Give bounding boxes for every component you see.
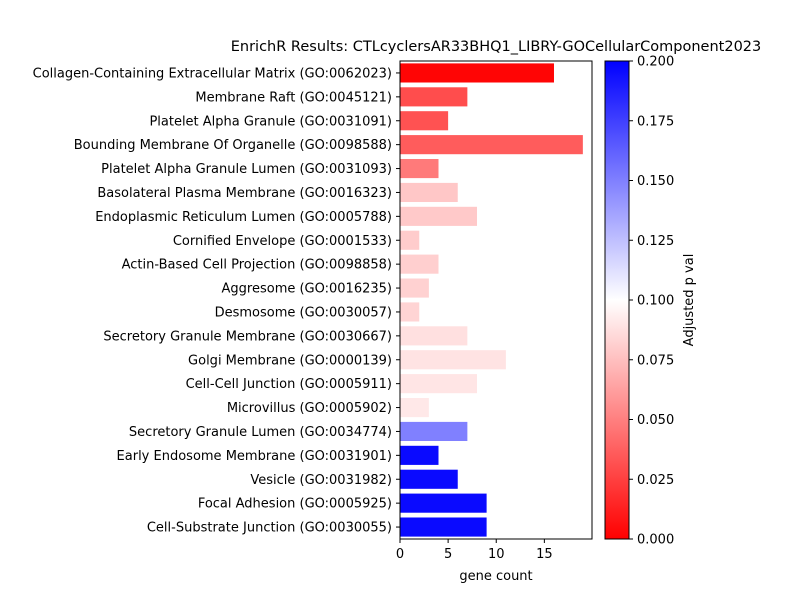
category-label: Secretory Granule Lumen (GO:0034774) [129,425,392,440]
bar [400,350,506,370]
bar [400,397,429,418]
bar [400,469,458,489]
bar [400,493,487,513]
category-label: Basolateral Plasma Membrane (GO:0016323) [97,186,392,201]
category-label: Aggresome (GO:0016235) [222,282,392,297]
bar [400,445,439,465]
category-labels: Collagen-Containing Extracellular Matrix… [33,66,400,536]
colorbar-tick-label: 0.000 [637,533,674,548]
bars-layer [400,63,583,537]
bar [400,517,487,537]
bar [400,302,420,322]
colorbar-tick-label: 0.200 [637,55,674,70]
category-label: Cell-Cell Junction (GO:0005911) [186,377,392,392]
bar [400,135,583,155]
x-axis-title: gene count [459,569,532,584]
category-label: Secretory Granule Membrane (GO:0030667) [103,329,392,344]
category-label: Cornified Envelope (GO:0001533) [173,234,392,249]
category-label: Desmosome (GO:0030057) [215,305,392,320]
category-label: Microvillus (GO:0005902) [227,401,392,416]
category-label: Bounding Membrane Of Organelle (GO:00985… [74,138,392,153]
bar [400,111,449,131]
colorbar-tick-label: 0.075 [637,353,674,368]
category-label: Focal Adhesion (GO:0005925) [198,497,392,512]
bar [400,63,554,83]
bar [400,374,477,394]
colorbar-tick-label: 0.150 [637,174,674,189]
category-label: Membrane Raft (GO:0045121) [195,90,392,105]
category-label: Endoplasmic Reticulum Lumen (GO:0005788) [95,210,392,225]
colorbar-tick-label: 0.100 [637,294,674,309]
bar [400,182,458,203]
colorbar-tick-label: 0.025 [637,473,674,488]
colorbar-tick-label: 0.175 [637,114,674,129]
colorbar-title: Adjusted p val [682,254,697,347]
category-label: Early Endosome Membrane (GO:0031901) [117,449,392,464]
x-tick-label: 10 [488,547,505,562]
bar [400,206,477,226]
category-label: Platelet Alpha Granule Lumen (GO:0031093… [101,162,392,177]
colorbar: 0.000 0.025 0.050 0.075 0.100 0.125 0.150 0.175… [604,55,674,548]
colorbar-tick-label: 0.125 [637,234,674,249]
bar [400,230,420,250]
x-tick-label: 0 [396,547,404,562]
bar [400,254,439,274]
category-label: Golgi Membrane (GO:0000139) [188,353,392,368]
category-label: Platelet Alpha Granule (GO:0031091) [149,114,392,129]
plot-frame [399,60,593,540]
bar [400,326,468,346]
category-label: Collagen-Containing Extracellular Matrix… [33,66,392,81]
category-label: Vesicle (GO:0031982) [250,473,392,488]
x-tick-label: 5 [444,547,452,562]
bar [400,278,429,298]
x-axis: 0 5 10 15 [396,539,553,562]
colorbar-tick-label: 0.050 [637,413,674,428]
bar [400,421,468,442]
category-label: Actin-Based Cell Projection (GO:0098858) [122,258,392,273]
colorbar-gradient [604,60,630,540]
category-label: Cell-Substrate Junction (GO:0030055) [147,521,392,536]
bar [400,87,468,107]
x-tick-label: 15 [536,547,553,562]
bar [400,158,439,179]
chart-title: EnrichR Results: CTLcyclersAR33BHQ1_LIBR… [231,39,762,55]
